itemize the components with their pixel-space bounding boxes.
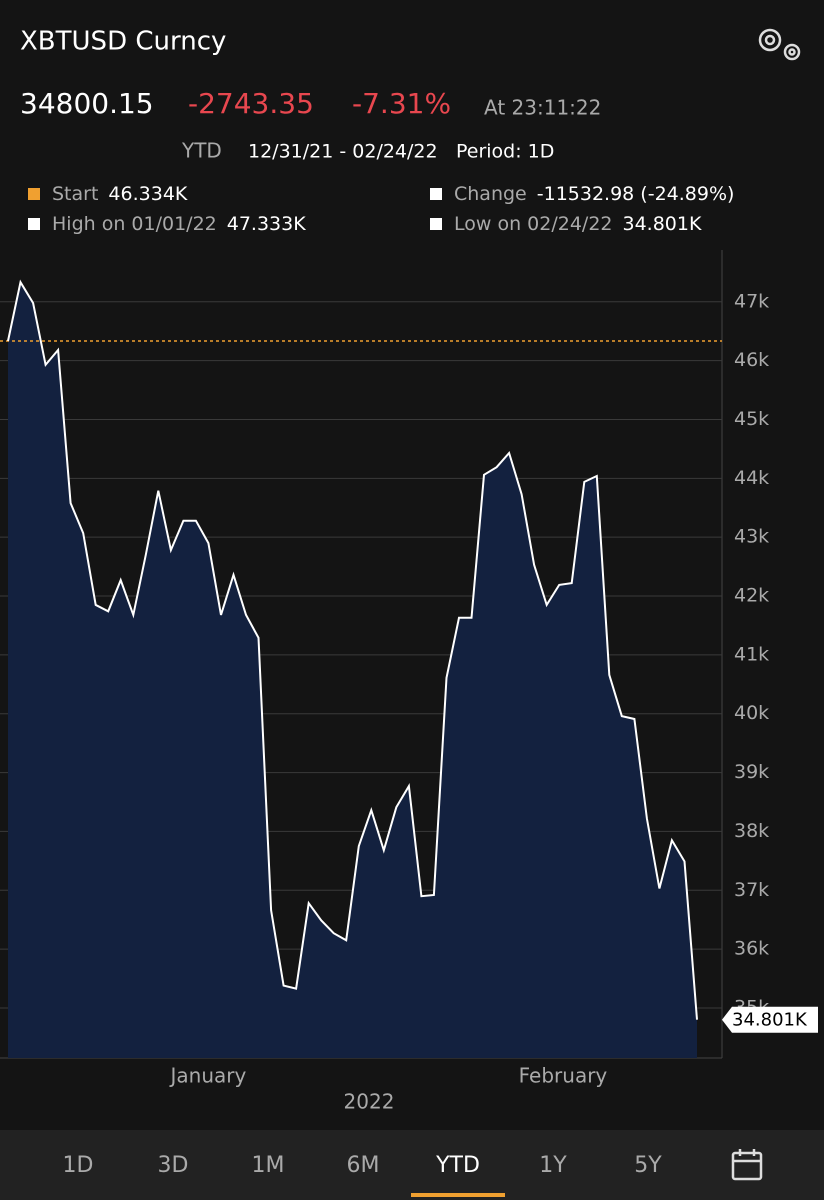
title: XBTUSD Curncy bbox=[20, 27, 226, 57]
stat-value: 47.333K bbox=[227, 213, 306, 235]
y-tick-label: 42k bbox=[734, 585, 769, 607]
stat-value: -11532.98 (-24.89%) bbox=[537, 183, 735, 205]
stat-label: High on 01/01/22 bbox=[52, 213, 217, 235]
tab[interactable]: 1Y bbox=[539, 1153, 567, 1178]
x-axis-label: 2022 bbox=[344, 1090, 395, 1114]
change: -2743.35 bbox=[188, 87, 314, 120]
tab[interactable]: 1D bbox=[63, 1153, 94, 1178]
stat: High on 01/01/22 47.333K bbox=[52, 213, 306, 235]
y-tick-label: 40k bbox=[734, 702, 769, 724]
y-tick-label: 44k bbox=[734, 467, 769, 489]
tab[interactable]: 3D bbox=[158, 1153, 189, 1178]
dates: 12/31/21 - 02/24/22 bbox=[248, 141, 438, 163]
settings-icon[interactable] bbox=[758, 28, 801, 61]
tab-indicator bbox=[411, 1193, 505, 1197]
tab[interactable]: 1M bbox=[252, 1153, 285, 1178]
plot: 35k36k37k38k39k40k41k42k43k44k45k46k47k3… bbox=[0, 250, 818, 1114]
time: At 23:11:22 bbox=[484, 96, 601, 120]
y-tick-label: 46k bbox=[734, 349, 769, 371]
stat-marker bbox=[28, 188, 40, 200]
y-tick-label: 38k bbox=[734, 820, 769, 842]
period: Period: 1D bbox=[456, 141, 554, 163]
last-value-label: 34.801K bbox=[732, 1010, 808, 1031]
stat-label: Low on 02/24/22 bbox=[454, 213, 613, 235]
y-tick-label: 41k bbox=[734, 643, 769, 665]
stat-value: 46.334K bbox=[108, 183, 187, 205]
x-tick-label: February bbox=[519, 1064, 608, 1088]
tab[interactable]: YTD bbox=[435, 1153, 480, 1178]
tab-bar bbox=[0, 1130, 824, 1200]
last-value-box bbox=[722, 1006, 818, 1033]
stat-marker bbox=[28, 218, 40, 230]
area bbox=[8, 282, 697, 1058]
y-tick-label: 36k bbox=[734, 938, 769, 960]
stat: Change -11532.98 (-24.89%) bbox=[454, 183, 734, 205]
change-pct: -7.31% bbox=[352, 87, 451, 120]
stat: Low on 02/24/22 34.801K bbox=[454, 213, 702, 235]
y-tick-label: 47k bbox=[734, 290, 769, 312]
stat-value: 34.801K bbox=[623, 213, 702, 235]
stat-marker bbox=[430, 218, 442, 230]
y-tick-label: 37k bbox=[734, 879, 769, 901]
price: 34800.15 bbox=[20, 87, 154, 120]
calendar-icon[interactable] bbox=[731, 1149, 763, 1181]
line bbox=[7, 279, 698, 1020]
stat: Start 46.334K bbox=[52, 183, 188, 205]
tab[interactable]: 5Y bbox=[634, 1153, 662, 1178]
y-tick-label: 45k bbox=[734, 408, 769, 430]
stat-label: Start bbox=[52, 183, 98, 205]
stat-marker bbox=[430, 188, 442, 200]
range-label: YTD bbox=[181, 139, 222, 163]
tab[interactable]: 6M bbox=[347, 1153, 380, 1178]
x-tick-label: January bbox=[169, 1064, 247, 1088]
stat-label: Change bbox=[454, 183, 527, 205]
y-tick-label: 43k bbox=[734, 526, 769, 548]
y-tick-label: 39k bbox=[734, 761, 769, 783]
